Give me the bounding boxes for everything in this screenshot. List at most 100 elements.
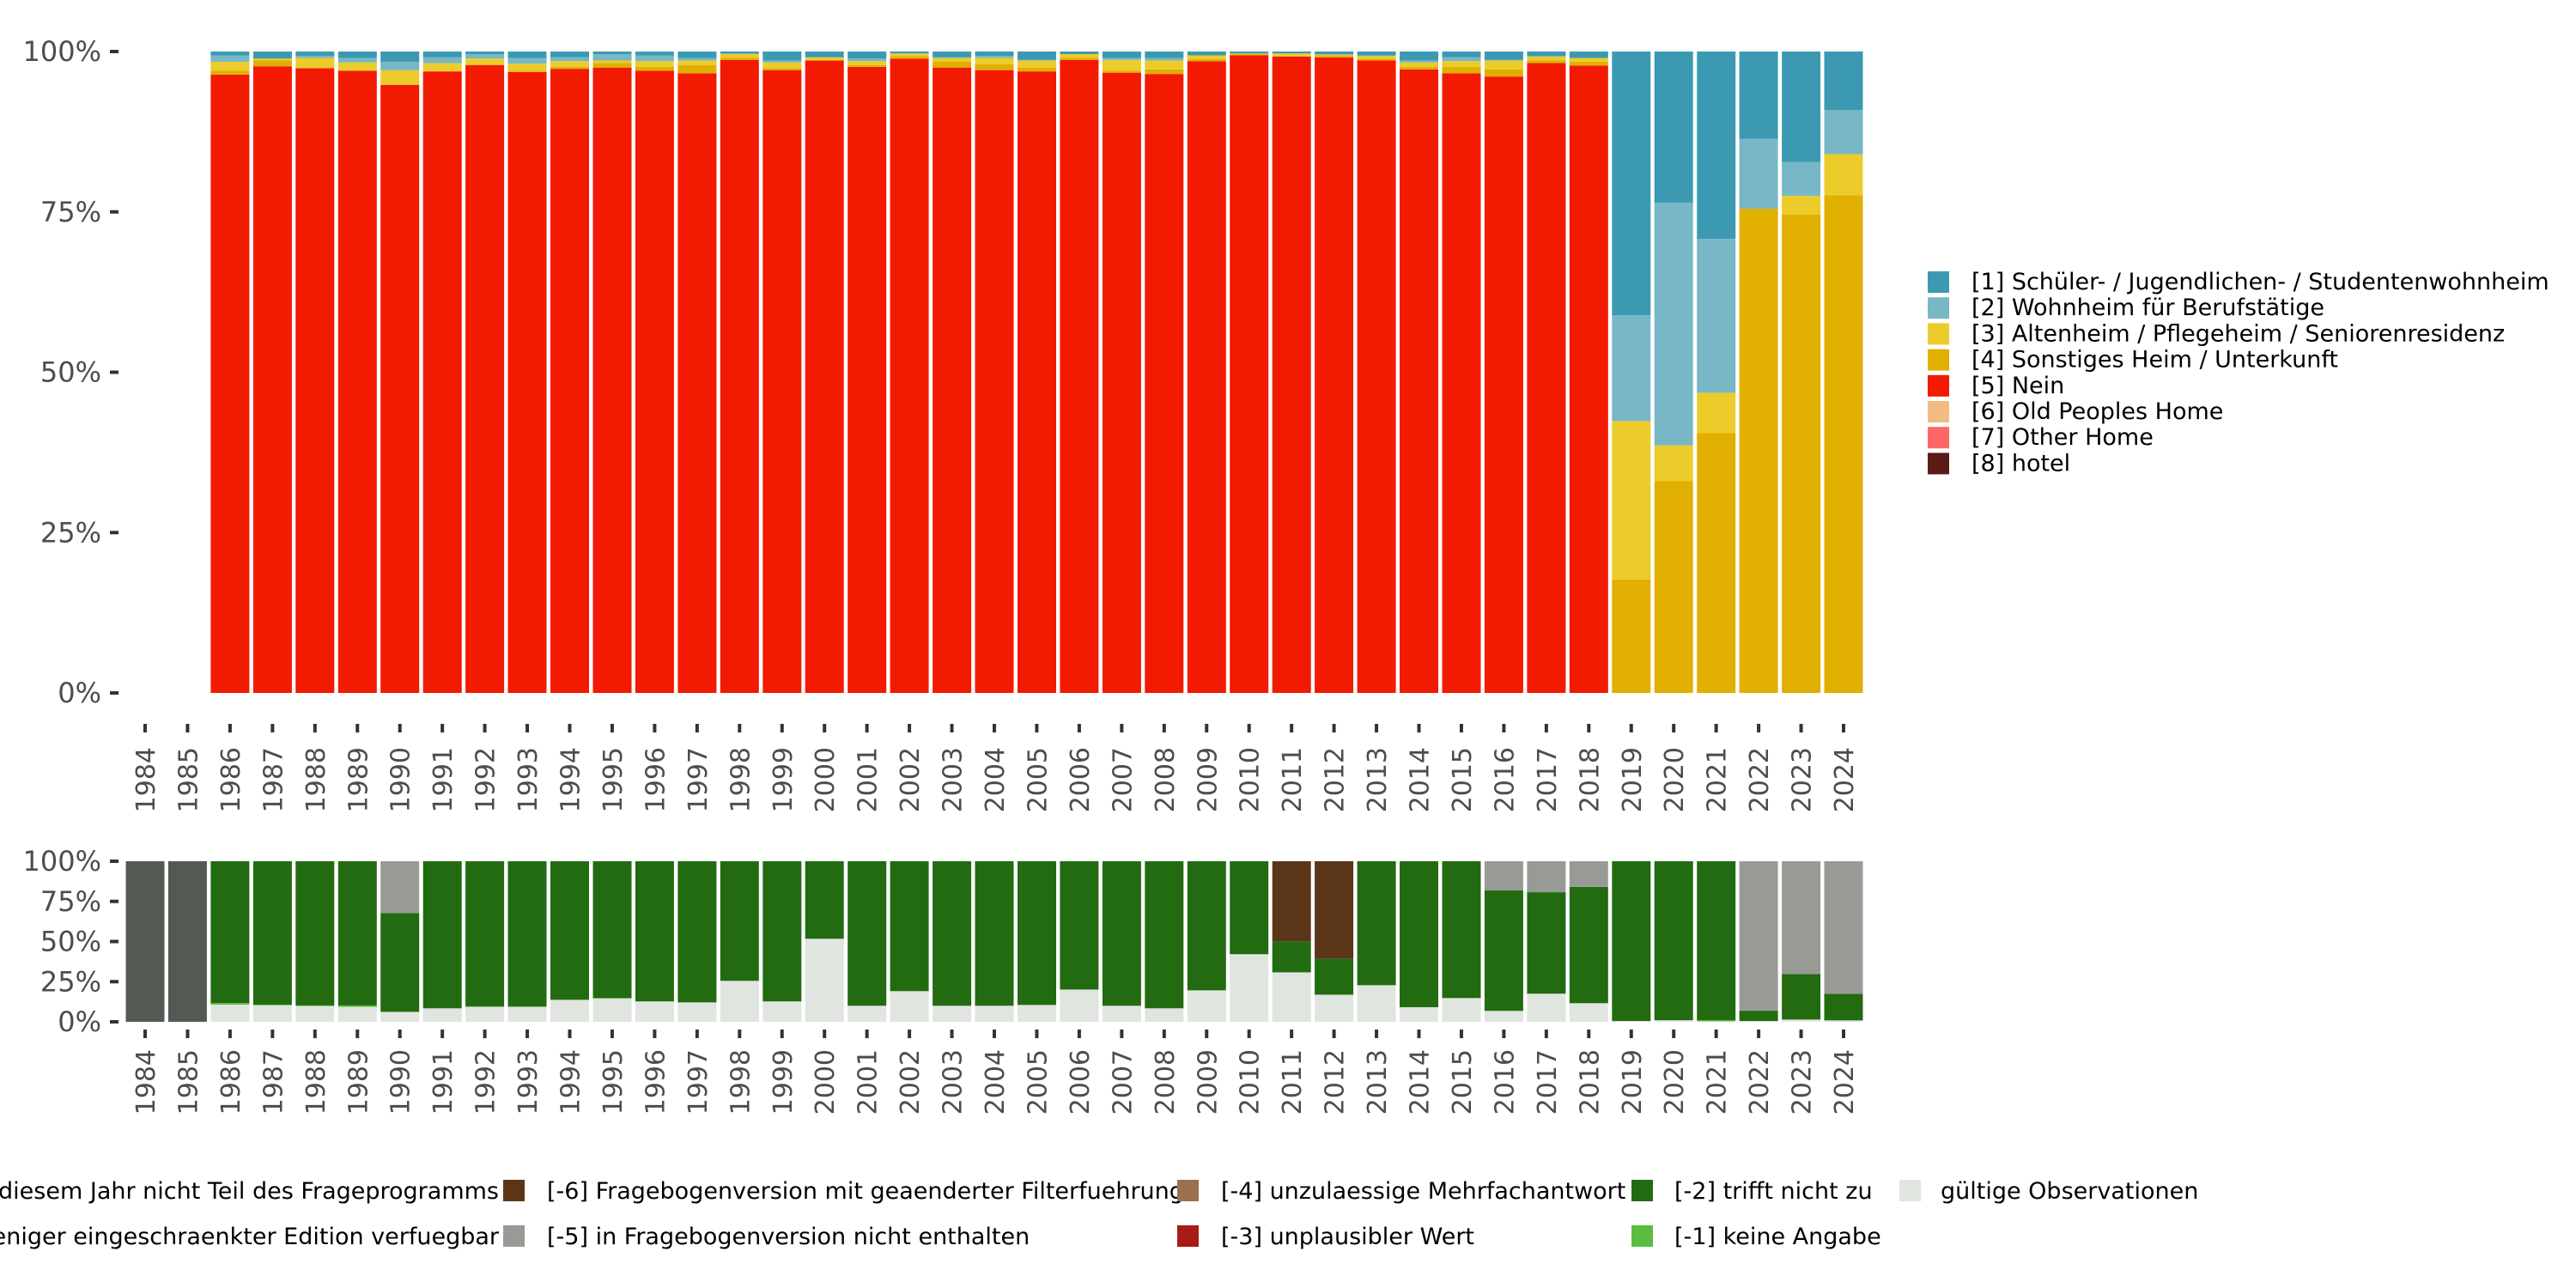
x-tick-label: 1986 <box>216 747 246 812</box>
bar-segment-1987-s0 <box>252 52 292 59</box>
bar-segment-2004-s1 <box>975 56 1014 58</box>
bar-segment-2005-s3 <box>1018 67 1056 72</box>
x-tick-mark <box>355 1030 360 1038</box>
bar-segment-2003-s6 <box>933 861 972 1006</box>
bar-segment-2024-s0 <box>1824 52 1863 110</box>
bar-segment-1985-s0 <box>167 861 207 1022</box>
x-tick-label: 2015 <box>1448 1049 1478 1115</box>
x-tick-mark <box>1502 1030 1506 1038</box>
bar-segment-1994-s1 <box>550 57 589 62</box>
bar-segment-2016-s6 <box>1484 890 1523 1012</box>
x-tick-mark <box>398 724 402 732</box>
legend-label: eniger eingeschraenkter Edition verfuegb… <box>0 1224 500 1250</box>
bar-segment-2001-s8 <box>848 1005 887 1022</box>
x-tick-mark <box>355 724 360 732</box>
x-tick-label: 1999 <box>769 1049 799 1115</box>
bar-segment-2010-s2 <box>1230 53 1269 54</box>
bar-segment-2006-s0 <box>1060 52 1099 54</box>
x-tick-label: 2014 <box>1406 747 1436 812</box>
bar-segment-2010-s0 <box>1230 52 1269 54</box>
bar-segment-1989-s2 <box>337 62 377 71</box>
bar-segment-1989-s1 <box>337 58 377 63</box>
bar-segment-2024-s3 <box>1824 195 1863 693</box>
bar-segment-2022-s0 <box>1739 52 1778 139</box>
bar-segment-1994-s3 <box>550 66 589 70</box>
bar-segment-2014-s1 <box>1400 60 1438 63</box>
bar-segment-1990-s0 <box>380 52 420 62</box>
bar-segment-2023-s3 <box>1782 861 1821 975</box>
y-tick-label: 25% <box>40 516 101 549</box>
bar-segment-1991-s1 <box>422 57 462 64</box>
bar-segment-2019-s3 <box>1612 579 1651 693</box>
bar-segment-2001-s0 <box>848 52 887 59</box>
x-tick-mark <box>228 724 232 732</box>
x-tick-label: 2014 <box>1406 1049 1436 1115</box>
x-tick-label: 1992 <box>471 747 501 812</box>
bar-segment-1986-s3 <box>210 70 250 75</box>
x-tick-mark <box>526 724 530 732</box>
bar-segment-1986-s1 <box>210 55 250 62</box>
bar-segment-2018-s8 <box>1569 1003 1608 1022</box>
bottom-stacked-bar-chart: 0% 25% 50% 75% 100% 1984 1985 1986 1987 1988 1989 1… <box>23 845 1863 1115</box>
x-tick-mark <box>143 724 147 732</box>
legend-label: [3] Altenheim / Pflegeheim / Seniorenres… <box>1971 320 2505 347</box>
bar-segment-1991-s8 <box>422 1008 462 1022</box>
y-tick-mark <box>110 531 118 535</box>
x-tick-mark <box>1247 724 1251 732</box>
x-tick-mark <box>1842 1030 1845 1038</box>
legend-label: [-5] in Fragebogenversion nicht enthalte… <box>547 1224 1030 1250</box>
bar-segment-1997-s2 <box>677 60 717 65</box>
x-tick-mark <box>185 1030 190 1038</box>
bar-segment-2014-s4 <box>1400 69 1438 694</box>
bar-segment-2016-s8 <box>1484 1011 1523 1022</box>
bar-segment-1987-s2 <box>252 58 292 61</box>
y-tick-label: 50% <box>40 926 101 958</box>
legend-swatch <box>503 1180 525 1201</box>
x-tick-mark <box>1757 724 1761 732</box>
bar-segment-1992-s1 <box>465 53 505 59</box>
bar-segment-2018-s0 <box>1569 52 1608 58</box>
x-tick-label: 2016 <box>1490 1049 1520 1115</box>
bar-segment-2004-s8 <box>975 1005 1014 1022</box>
legend-label: [-3] unplausibler Wert <box>1221 1224 1474 1250</box>
bar-segment-1999-s0 <box>762 52 802 61</box>
legend-label: [5] Nein <box>1971 373 2064 399</box>
x-tick-mark <box>526 1030 530 1038</box>
bar-segment-2007-s8 <box>1102 1005 1141 1022</box>
bar-segment-1998-s3 <box>720 58 759 60</box>
x-tick-mark <box>865 724 869 732</box>
bar-segment-2016-s3 <box>1484 861 1523 891</box>
bar-segment-1997-s3 <box>677 64 717 74</box>
bar-segment-2015-s3 <box>1442 66 1481 74</box>
bar-segment-2001-s4 <box>848 66 887 694</box>
bar-segment-2013-s8 <box>1357 985 1396 1022</box>
x-tick-label: 2002 <box>896 747 926 812</box>
bar-segment-1991-s6 <box>422 861 462 1009</box>
bar-segment-2002-s6 <box>890 861 929 992</box>
x-tick-label: 1988 <box>301 747 331 812</box>
legend-swatch <box>1631 1225 1653 1247</box>
x-tick-mark <box>1672 724 1676 732</box>
bar-segment-1998-s0 <box>720 52 759 54</box>
x-tick-mark <box>313 1030 317 1038</box>
legend-label: gültige Observationen <box>1941 1178 2198 1205</box>
x-tick-label: 2018 <box>1575 1049 1605 1115</box>
x-tick-mark <box>1162 1030 1166 1038</box>
x-tick-label: 1988 <box>301 1049 331 1115</box>
x-tick-mark <box>1842 724 1845 732</box>
bar-segment-2006-s4 <box>1060 59 1099 693</box>
bar-segment-1997-s4 <box>677 73 717 693</box>
x-tick-label: 2007 <box>1108 1049 1138 1115</box>
x-tick-label: 1995 <box>598 747 629 812</box>
bar-segment-2013-s6 <box>1357 861 1396 986</box>
bar-segment-2010-s4 <box>1230 55 1269 694</box>
bar-segment-2016-s1 <box>1484 59 1523 61</box>
bar-segment-1988-s7 <box>295 1005 335 1006</box>
bar-segment-2017-s8 <box>1527 993 1566 1023</box>
bar-segment-2020-s3 <box>1654 481 1693 693</box>
legend-label: [-4] unzulaessige Mehrfachantwort <box>1221 1178 1625 1205</box>
bar-segment-2024-s1 <box>1824 109 1863 155</box>
bar-segment-2014-s3 <box>1400 66 1438 70</box>
bar-segment-1991-s4 <box>422 71 462 693</box>
legend-swatch <box>1928 401 1949 422</box>
